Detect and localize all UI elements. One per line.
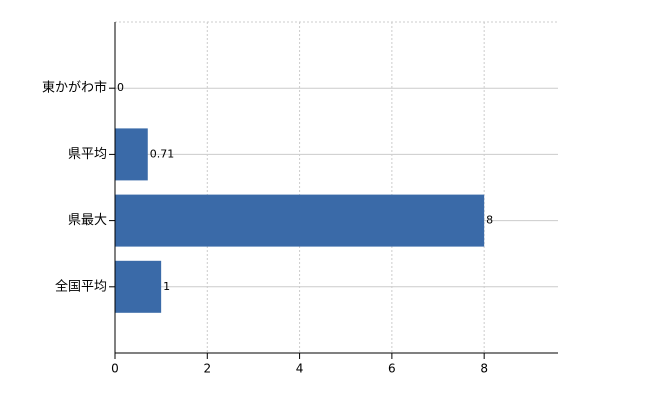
bar: [115, 260, 162, 313]
value-label: 1: [163, 280, 170, 293]
x-tick-label: 4: [296, 362, 304, 376]
x-tick-label: 0: [111, 362, 119, 376]
y-tick-label: 全国平均: [55, 278, 107, 294]
value-label: 0.71: [150, 147, 175, 160]
value-label: 8: [486, 214, 493, 227]
x-tick-label: 8: [480, 362, 488, 376]
y-tick-label: 県平均: [68, 147, 107, 162]
bar: [115, 194, 485, 247]
x-tick-label: 2: [203, 362, 211, 376]
x-tick-label: 6: [388, 362, 396, 376]
bar: [115, 128, 148, 181]
y-tick-label: 東かがわ市: [42, 80, 107, 96]
value-label: 0: [117, 81, 124, 94]
y-tick-label: 県最大: [68, 213, 107, 228]
